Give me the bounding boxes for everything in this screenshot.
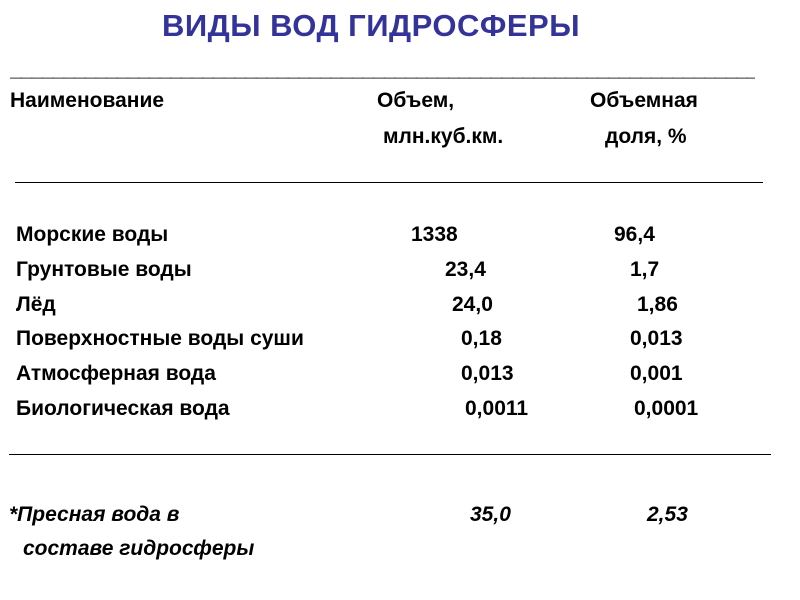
row-name-marine: Морские воды — [16, 223, 169, 246]
row-share-biological: 0,0001 — [634, 397, 699, 420]
row-volume-ice: 24,0 — [452, 293, 493, 316]
row-name-ground: Грунтовые воды — [16, 258, 192, 281]
row-share-surface: 0,013 — [630, 327, 683, 350]
row-share-marine: 96,4 — [614, 223, 655, 246]
row-volume-atmospheric: 0,013 — [461, 362, 514, 385]
top-divider: ________________________________________… — [10, 59, 755, 81]
row-name-ice: Лёд — [16, 293, 56, 316]
row-name-atmospheric: Атмосферная вода — [16, 362, 216, 385]
header-volume-line2: млн.куб.км. — [383, 125, 504, 148]
row-share-ground: 1,7 — [630, 258, 660, 281]
footnote-volume: 35,0 — [470, 503, 511, 526]
header-volume-line1: Объем, — [377, 89, 455, 112]
header-name: Наименование — [10, 89, 165, 112]
header-share-line2: доля, % — [605, 125, 687, 148]
row-share-ice: 1,86 — [637, 293, 678, 316]
footnote-line1: *Пресная вода в — [9, 503, 180, 526]
footer-divider — [9, 454, 771, 455]
row-volume-marine: 1338 — [411, 223, 458, 246]
header-share-line1: Объемная — [590, 89, 698, 112]
row-share-atmospheric: 0,001 — [630, 362, 683, 385]
page-title: ВИДЫ ВОД ГИДРОСФЕРЫ — [161, 8, 581, 43]
row-name-biological: Биологическая вода — [16, 397, 230, 420]
row-volume-surface: 0,18 — [461, 327, 502, 350]
footnote-line2: составе гидросферы — [23, 537, 255, 560]
row-name-surface: Поверхностные воды суши — [16, 327, 304, 350]
footnote-share: 2,53 — [647, 503, 688, 526]
header-divider — [15, 182, 763, 183]
row-volume-ground: 23,4 — [445, 258, 486, 281]
row-volume-biological: 0,0011 — [465, 397, 529, 420]
